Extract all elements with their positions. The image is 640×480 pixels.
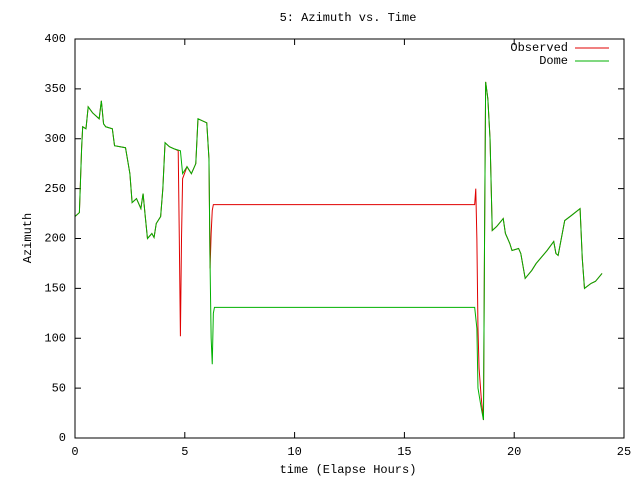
- plot-border: [74, 38, 625, 439]
- y-tick-label: 0: [59, 431, 66, 445]
- y-tick-label: 350: [44, 82, 66, 96]
- x-tick-label: 0: [71, 445, 78, 459]
- x-tick-label: 5: [181, 445, 188, 459]
- y-tick-label: 400: [44, 32, 66, 46]
- legend-label: Dome: [539, 54, 568, 68]
- y-tick-label: 50: [52, 381, 66, 395]
- x-tick-label: 15: [397, 445, 411, 459]
- chart-title: 5: Azimuth vs. Time: [280, 11, 417, 25]
- y-tick-label: 250: [44, 182, 66, 196]
- y-tick-label: 300: [44, 132, 66, 146]
- x-tick-label: 20: [507, 445, 521, 459]
- y-axis-label: Azimuth: [21, 213, 35, 263]
- y-tick-label: 100: [44, 331, 66, 345]
- x-tick-label: 25: [617, 445, 631, 459]
- y-tick-label: 150: [44, 282, 66, 296]
- legend-label: Observed: [510, 41, 568, 55]
- x-tick-label: 10: [287, 445, 301, 459]
- y-tick-label: 200: [44, 232, 66, 246]
- x-axis-label: time (Elapse Hours): [280, 463, 417, 477]
- series-line: [74, 81, 603, 421]
